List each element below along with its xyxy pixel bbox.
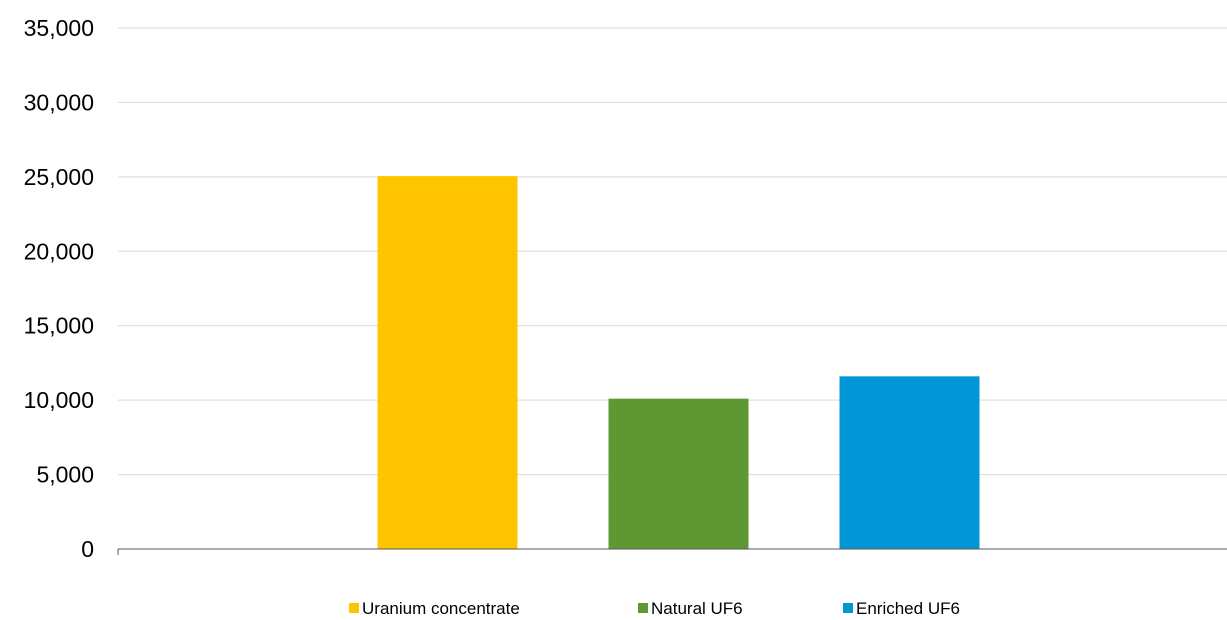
legend-swatch [349, 603, 359, 613]
gridlines [118, 27, 1227, 476]
y-tick-label: 5,000 [36, 462, 94, 488]
legend-item: Enriched UF6 [843, 599, 960, 618]
legend-item: Natural UF6 [638, 599, 743, 618]
legend-swatch [843, 603, 853, 613]
y-tick-label: 10,000 [24, 387, 94, 413]
y-tick-label: 25,000 [24, 164, 94, 190]
legend-swatch [638, 603, 648, 613]
y-tick-label: 0 [81, 536, 94, 562]
legend-label: Uranium concentrate [362, 599, 520, 618]
legend-label: Enriched UF6 [856, 599, 960, 618]
bars [377, 176, 980, 549]
y-tick-label: 35,000 [24, 15, 94, 41]
bar-natural-uf6 [608, 398, 749, 549]
legend: Uranium concentrate Natural UF6 Enriched U… [349, 599, 960, 618]
y-axis-tick-labels: 0 5,000 10,000 15,000 20,000 25,000 30,000 35,0… [24, 15, 94, 562]
bar-uranium-concentrate [377, 176, 518, 549]
bar-enriched-uf6 [839, 376, 980, 549]
legend-item: Uranium concentrate [349, 599, 520, 618]
legend-label: Natural UF6 [651, 599, 743, 618]
y-tick-label: 30,000 [24, 89, 94, 115]
y-tick-label: 15,000 [24, 313, 94, 339]
y-tick-label: 20,000 [24, 238, 94, 264]
